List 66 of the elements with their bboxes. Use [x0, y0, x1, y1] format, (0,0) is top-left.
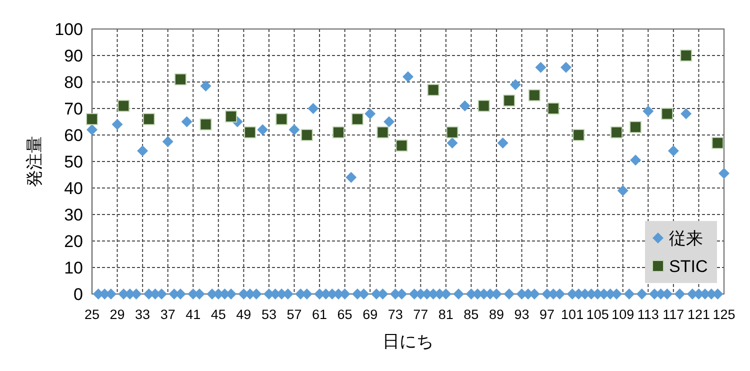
- y-axis-title: 発注量: [25, 136, 44, 187]
- x-tick-label: 109: [612, 307, 634, 322]
- x-tick-label: 105: [586, 307, 609, 322]
- x-tick-label: 121: [687, 307, 710, 322]
- point: [572, 129, 585, 141]
- x-tick-label: 45: [210, 307, 226, 322]
- x-tick-label: 65: [337, 307, 352, 322]
- x-tick-label: 77: [413, 307, 428, 322]
- y-tick-label: 30: [64, 206, 83, 224]
- point: [528, 89, 540, 102]
- y-tick-label: 50: [64, 152, 83, 172]
- x-tick-label: 53: [261, 307, 276, 322]
- y-tick-label: 60: [64, 126, 83, 145]
- x-tick-label: 49: [236, 307, 252, 322]
- point: [478, 100, 490, 112]
- point: [200, 118, 212, 130]
- point: [86, 113, 98, 126]
- legend-label: STIC: [669, 257, 708, 276]
- point: [427, 84, 440, 96]
- point: [332, 126, 344, 138]
- point: [610, 126, 623, 138]
- point: [446, 126, 458, 138]
- point: [661, 108, 674, 120]
- x-tick-label: 101: [561, 307, 584, 322]
- legend-label: 従来: [669, 229, 703, 248]
- x-tick-label: 113: [637, 307, 659, 322]
- x-tick-label: 117: [662, 307, 684, 322]
- y-tick-label: 70: [64, 100, 83, 118]
- x-tick-label: 33: [135, 307, 150, 322]
- point: [712, 136, 724, 149]
- point: [680, 50, 692, 62]
- x-tick-label: 125: [712, 307, 736, 322]
- point: [376, 126, 389, 138]
- point: [396, 140, 408, 152]
- point: [276, 113, 288, 126]
- point: [118, 100, 130, 112]
- x-tick-label: 89: [488, 307, 504, 322]
- x-tick-label: 81: [438, 307, 454, 322]
- x-tick-label: 61: [312, 307, 328, 322]
- x-tick-label: 97: [540, 307, 555, 322]
- point: [547, 102, 560, 114]
- x-tick-label: 93: [514, 307, 530, 322]
- x-tick-label: 29: [110, 307, 125, 322]
- x-tick-label: 37: [160, 307, 176, 322]
- point: [225, 110, 238, 122]
- y-tick-label: 40: [64, 179, 83, 198]
- y-tick-label: 0: [74, 285, 83, 304]
- point: [300, 129, 313, 141]
- point: [244, 126, 256, 138]
- x-tick-label: 25: [84, 307, 100, 322]
- x-tick-label: 69: [362, 307, 378, 322]
- x-axis-title: 日にち: [382, 332, 434, 351]
- point: [142, 113, 155, 126]
- x-tick-label: 85: [464, 307, 479, 322]
- y-tick-label: 100: [54, 20, 83, 39]
- x-tick-label: 73: [388, 307, 403, 322]
- y-tick-label: 90: [64, 46, 83, 66]
- point: [503, 94, 516, 107]
- y-tick-label: 20: [64, 232, 83, 251]
- point: [351, 113, 364, 126]
- y-tick-label: 10: [64, 258, 83, 278]
- x-tick-label: 41: [186, 307, 201, 322]
- point: [174, 73, 186, 86]
- x-tick-label: 57: [286, 307, 302, 322]
- point: [630, 121, 642, 134]
- y-tick-label: 80: [64, 73, 83, 92]
